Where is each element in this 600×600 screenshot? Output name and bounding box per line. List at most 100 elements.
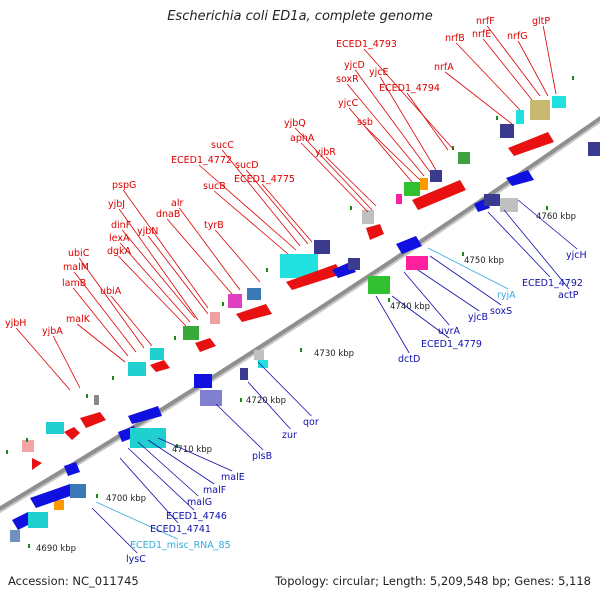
gene-block[interactable] [348,258,360,270]
gene-arrow[interactable] [30,484,76,508]
gene-label-bottom[interactable]: plsB [252,451,272,462]
gene-label-bottom[interactable]: ECED1_misc_RNA_85 [130,540,231,551]
gene-label-bottom[interactable]: ECED1_4792 [522,278,583,289]
gene-block[interactable] [430,170,442,182]
gene-label-top[interactable]: dnaB [156,209,180,220]
gene-label-bottom[interactable]: ryjA [497,290,516,301]
gene-label-top[interactable]: pspG [112,180,136,191]
gene-block[interactable] [406,256,428,270]
gene-label-top[interactable]: ECED1_4793 [336,39,397,50]
gene-arrow[interactable] [396,236,422,254]
gene-block[interactable] [258,360,268,368]
gene-label-top[interactable]: yjbH [5,318,26,329]
gene-label-bottom[interactable]: dctD [398,354,420,365]
gene-label-top[interactable]: yjbR [315,147,336,158]
gene-block[interactable] [254,350,264,360]
gene-label-top[interactable]: ubiC [68,248,90,259]
gene-block[interactable] [552,96,566,108]
gene-label-top[interactable]: dinF [111,220,131,231]
gene-arrow[interactable] [236,304,272,322]
gene-label-top[interactable]: lamB [62,278,86,289]
gene-block[interactable] [94,395,99,405]
gene-block[interactable] [420,178,428,190]
gene-label-top[interactable]: nrfF [476,16,495,27]
gene-block[interactable] [314,240,330,254]
gene-label-top[interactable]: ECED1_4775 [234,174,295,185]
gene-label-top[interactable]: nrfE [472,29,491,40]
gene-label-top[interactable]: ubiA [100,286,122,297]
gene-label-top[interactable]: malM [63,262,89,273]
gene-label-top[interactable]: yjbJ [108,199,125,210]
gene-block[interactable] [46,422,64,434]
gene-block[interactable] [484,194,500,206]
gene-label-bottom[interactable]: yjcB [468,312,488,323]
gene-label-bottom[interactable]: uvrA [438,326,461,337]
gene-label-top[interactable]: yjbQ [284,118,306,129]
gene-block[interactable] [228,294,242,308]
gene-label-bottom[interactable]: ECED1_4746 [166,511,227,522]
gene-arrow[interactable] [64,427,80,440]
gene-arrow[interactable] [32,458,42,470]
gene-block[interactable] [150,348,164,360]
gene-arrow[interactable] [64,462,80,476]
gene-label-top[interactable]: nrfA [434,62,454,73]
gene-block[interactable] [70,484,86,498]
gene-arrow[interactable] [412,180,466,210]
gene-label-top[interactable]: yjcC [338,98,358,109]
gene-label-top[interactable]: malK [66,314,91,325]
gene-block[interactable] [28,512,48,528]
gene-label-bottom[interactable]: malF [203,485,226,496]
gene-block[interactable] [54,500,64,510]
gene-arrow[interactable] [195,338,216,352]
gene-label-top[interactable]: ECED1_4772 [171,155,232,166]
gene-block[interactable] [458,152,470,164]
gene-arrow[interactable] [366,224,384,240]
gene-label-top[interactable]: sucD [235,160,259,171]
gene-block[interactable] [500,124,514,138]
gene-block[interactable] [194,374,212,388]
gene-label-top[interactable]: yjcE [369,67,389,78]
gene-label-bottom[interactable]: malE [221,472,245,483]
gene-label-top[interactable]: ssb [357,117,373,128]
gene-label-top[interactable]: dgkA [107,246,132,257]
gene-arrow[interactable] [128,406,162,424]
gene-label-bottom[interactable]: qor [303,417,319,428]
gene-arrow[interactable] [508,132,554,156]
gene-arrow[interactable] [150,360,170,372]
gene-block[interactable] [404,182,420,196]
gene-block[interactable] [247,288,261,300]
gene-block[interactable] [210,312,220,324]
gene-block[interactable] [500,198,518,212]
gene-block[interactable] [10,530,20,542]
gene-label-top[interactable]: tyrB [204,220,224,231]
gene-block[interactable] [240,368,248,380]
gene-arrow[interactable] [286,264,342,290]
gene-label-top[interactable]: yjcD [344,60,365,71]
gene-block[interactable] [588,142,600,156]
gene-block[interactable] [128,362,146,376]
gene-label-top[interactable]: yjbA [42,326,63,337]
gene-label-top[interactable]: alr [171,198,183,209]
gene-label-bottom[interactable]: malG [187,497,212,508]
gene-label-top[interactable]: lexA [109,233,130,244]
gene-block[interactable] [530,100,550,120]
gene-arrow[interactable] [506,170,534,186]
gene-label-top[interactable]: aphA [290,133,315,144]
gene-label-top[interactable]: nrfG [507,31,528,42]
gene-block[interactable] [368,276,390,294]
gene-label-top[interactable]: ECED1_4794 [379,83,440,94]
gene-label-top[interactable]: soxR [336,74,359,85]
gene-label-bottom[interactable]: ECED1_4779 [421,339,482,350]
gene-block[interactable] [396,194,402,204]
gene-label-bottom[interactable]: ECED1_4741 [150,524,211,535]
gene-label-bottom[interactable]: yjcH [566,250,587,261]
gene-block[interactable] [130,428,166,448]
gene-label-bottom[interactable]: actP [558,290,579,301]
gene-label-top[interactable]: sucC [211,140,234,151]
gene-label-bottom[interactable]: zur [282,430,297,441]
gene-label-top[interactable]: nrfB [445,33,465,44]
gene-label-bottom[interactable]: soxS [490,306,512,317]
gene-block[interactable] [183,326,199,340]
gene-block[interactable] [22,440,34,452]
gene-arrow[interactable] [80,412,106,428]
